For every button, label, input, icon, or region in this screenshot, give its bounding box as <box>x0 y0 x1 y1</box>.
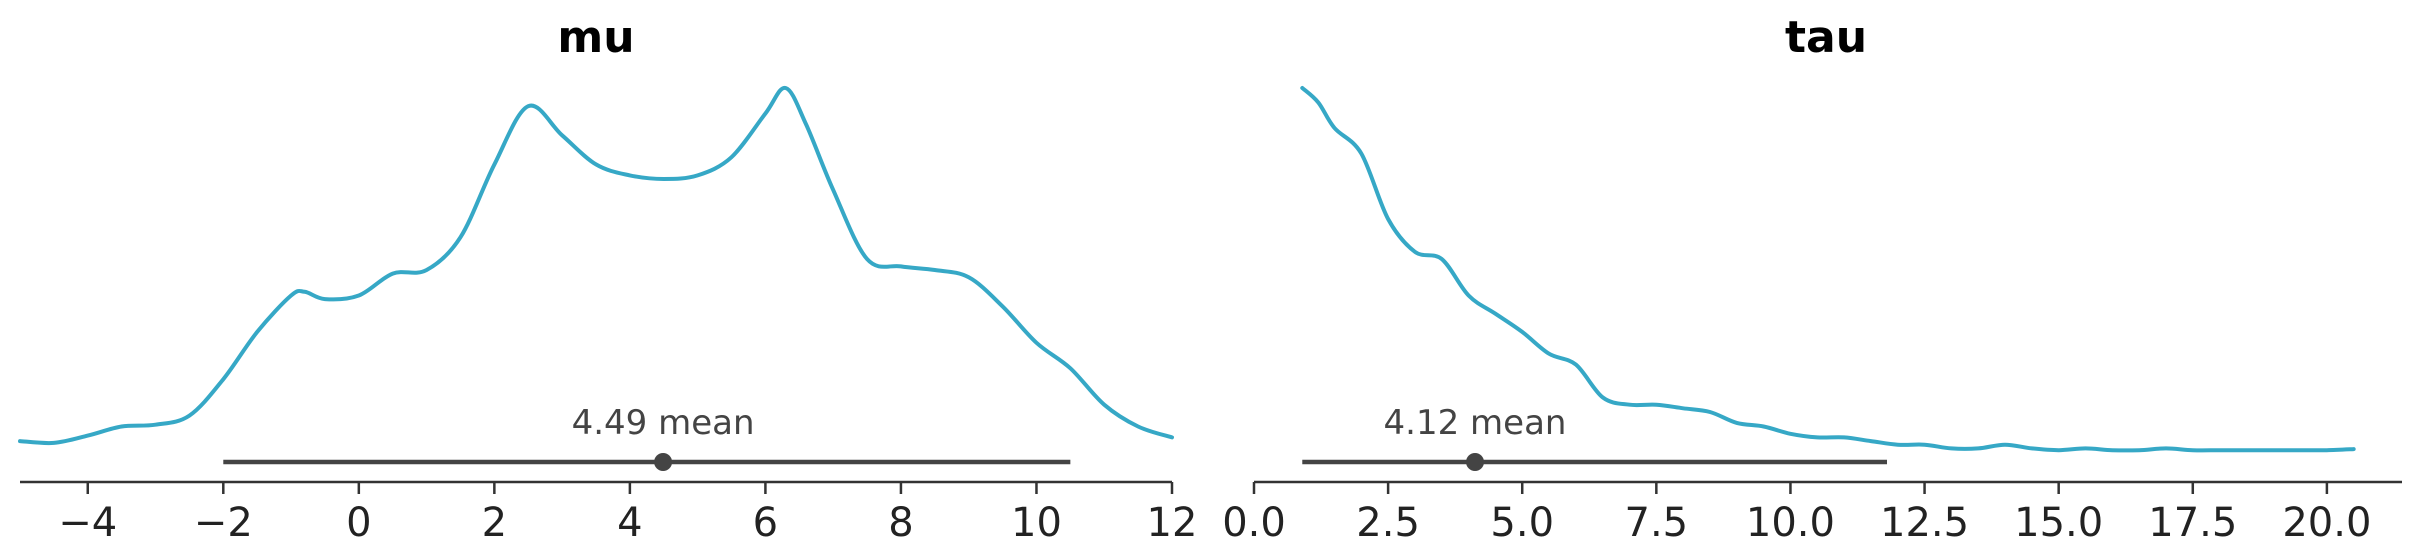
mu-x-tick-label: 6 <box>753 500 778 546</box>
mu-x-tick-label: 12 <box>1147 500 1198 546</box>
tau-mean-label: 4.12 mean <box>1384 403 1567 443</box>
mu-density-layer <box>18 85 1174 446</box>
tau-x-tick-label: 17.5 <box>2148 500 2237 546</box>
mu-x-tick-label: 10 <box>1011 500 1062 546</box>
tau-density-layer <box>1300 86 2356 453</box>
mu-density-curve <box>18 85 1174 446</box>
mu-mean-label: 4.49 mean <box>572 403 755 443</box>
tau-density-curve <box>1300 86 2356 453</box>
tau-x-tick-label: 15.0 <box>2014 500 2103 546</box>
tau-panel: tau 4.12 mean 0.0 2.5 5.0 7.5 10.0 12.5 15.0 17… <box>1222 12 2402 546</box>
mu-x-tick-label: −4 <box>58 500 117 546</box>
mu-x-tick-label: −2 <box>194 500 253 546</box>
mu-panel-title: mu <box>557 12 634 63</box>
tau-x-tick-label: 7.5 <box>1625 500 1689 546</box>
mu-x-tick-label: 2 <box>482 500 507 546</box>
tau-x-tick-label: 0.0 <box>1222 500 1286 546</box>
tau-mean-point <box>1466 453 1485 471</box>
tau-interval-layer <box>1302 453 1888 471</box>
tau-x-tick-label: 2.5 <box>1356 500 1420 546</box>
mu-mean-point <box>654 453 673 471</box>
tau-x-tick-label: 12.5 <box>1880 500 1969 546</box>
tau-x-axis: 0.0 2.5 5.0 7.5 10.0 12.5 15.0 17.5 20.0 <box>1222 480 2402 546</box>
tau-x-tick-label: 20.0 <box>2282 500 2371 546</box>
tau-x-tick-label: 5.0 <box>1490 500 1554 546</box>
mu-x-axis: −4 −2 0 2 4 6 8 10 12 <box>20 480 1198 546</box>
mu-x-tick-label: 8 <box>888 500 913 546</box>
mu-panel: mu 4.49 mean −4 −2 0 2 4 6 8 10 12 <box>18 12 1198 546</box>
tau-panel-title: tau <box>1785 12 1867 63</box>
mu-interval-layer <box>223 453 1071 471</box>
mu-x-tick-label: 4 <box>617 500 642 546</box>
mu-x-tick-label: 0 <box>346 500 371 546</box>
tau-x-tick-label: 10.0 <box>1746 500 1835 546</box>
